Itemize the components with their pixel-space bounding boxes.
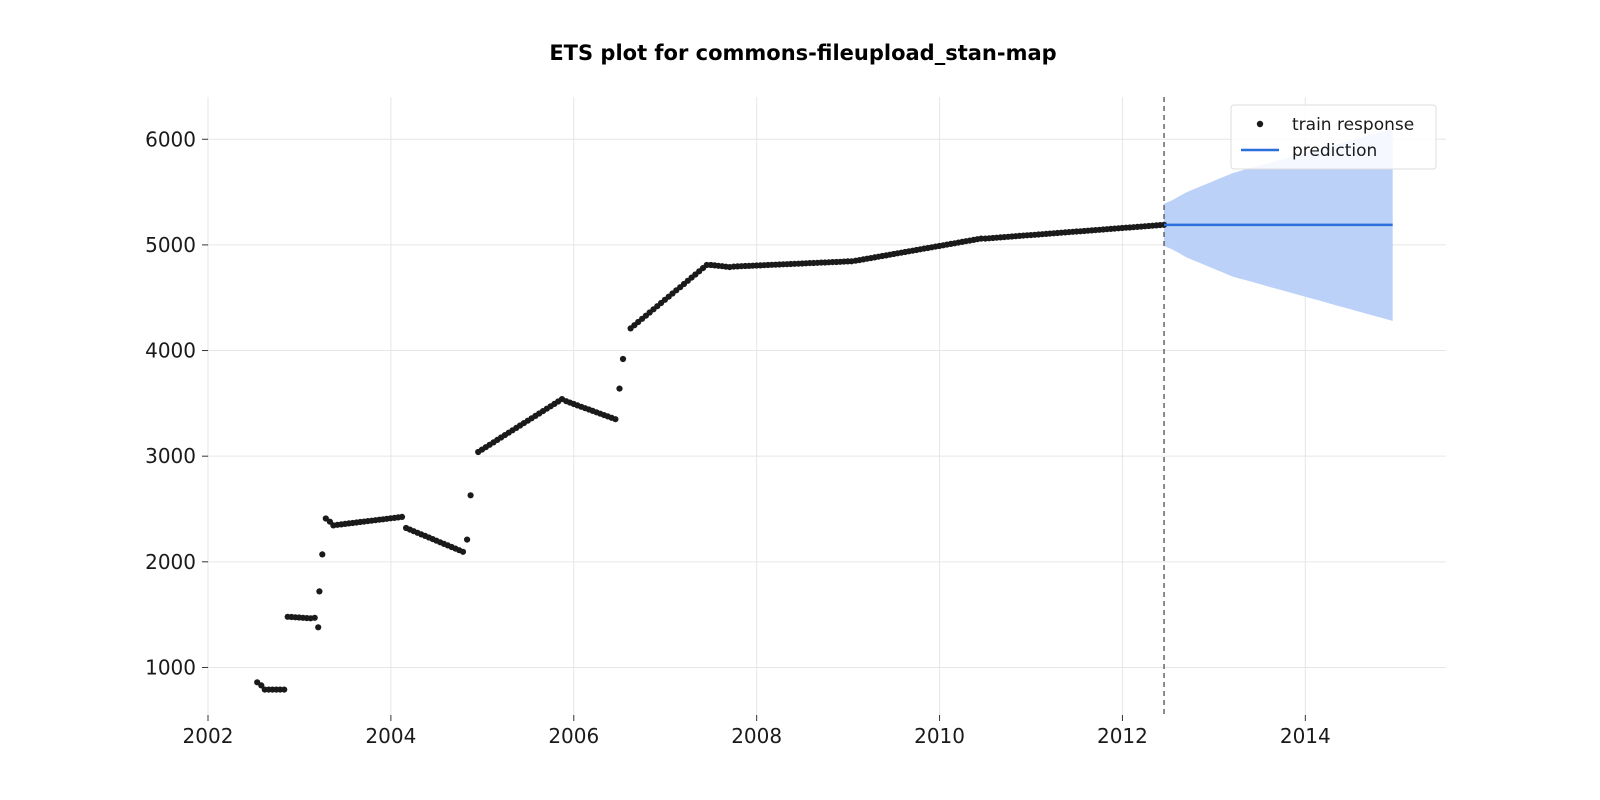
- x-tick-label: 2014: [1280, 724, 1331, 748]
- y-tick-label: 2000: [145, 550, 196, 574]
- train-point: [619, 355, 627, 363]
- train-point: [281, 686, 288, 693]
- train-point: [467, 492, 474, 499]
- x-tick-label: 2010: [914, 724, 965, 748]
- train-response-points: [254, 221, 1168, 693]
- y-tick-label: 5000: [145, 233, 196, 257]
- axes: 2002 2004 2006 2008 2010 2012 2014 1000 2000 3000…: [145, 127, 1331, 748]
- x-tick-label: 2004: [365, 724, 416, 748]
- y-tick-label: 6000: [145, 127, 196, 151]
- x-tick-label: 2002: [183, 724, 234, 748]
- legend-box: [1230, 104, 1437, 170]
- y-tick-label: 4000: [145, 339, 196, 363]
- train-point: [616, 385, 623, 392]
- y-tick-label: 1000: [145, 655, 196, 679]
- train-point: [1160, 221, 1168, 228]
- x-tick-label: 2008: [731, 724, 782, 748]
- train-point: [398, 513, 406, 521]
- legend-prediction-label: prediction: [1292, 141, 1377, 161]
- train-point: [459, 548, 467, 555]
- legend: train response prediction: [1230, 104, 1437, 170]
- x-tick-label: 2012: [1097, 724, 1148, 748]
- train-point: [311, 614, 318, 621]
- train-point: [464, 536, 471, 543]
- train-point: [319, 551, 326, 558]
- x-tick-label: 2006: [548, 724, 599, 748]
- chart-title: ETS plot for commons-fileupload_stan-map: [549, 41, 1056, 65]
- y-tick-label: 3000: [145, 444, 196, 468]
- train-point: [316, 588, 323, 595]
- legend-train-marker: [1256, 120, 1264, 128]
- train-point: [612, 416, 619, 423]
- train-point: [258, 682, 265, 689]
- train-point: [315, 624, 322, 631]
- legend-train-label: train response: [1292, 115, 1414, 135]
